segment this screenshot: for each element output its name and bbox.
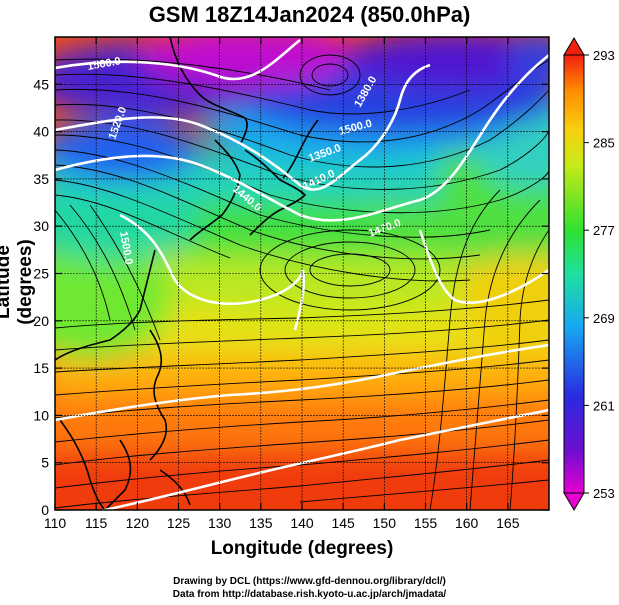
colorbar-tick-label: 293 [593,48,615,63]
contour-label: 1560.0 [86,55,121,73]
colorbar-bottom-arrow [563,492,585,511]
y-tick-label: 15 [33,360,49,376]
x-tick-label: 165 [496,515,520,531]
y-tick-label: 45 [33,76,49,92]
x-tick-label: 145 [331,515,355,531]
credit-data: Data from http://database.rish.kyoto-u.a… [172,589,447,600]
colorbar-tick-label: 277 [593,223,615,238]
x-tick-label: 130 [208,515,232,531]
colorbar-tick-label: 285 [593,136,615,151]
x-axis-label: Longitude (degrees) [210,538,394,559]
x-axis-ticks: 110 115 120 125 130 135 140 145 150 155 160 165 [44,37,520,531]
x-tick-label: 160 [455,515,479,531]
x-tick-label: 140 [290,515,314,531]
y-tick-label: 0 [41,502,49,518]
y-tick-label: 40 [33,124,49,140]
x-tick-label: 125 [167,515,191,531]
x-tick-label: 110 [44,515,67,531]
colorbar-tick-label: 253 [593,486,615,501]
y-axis-label: Latitude (degrees) [0,239,36,325]
y-tick-label: 20 [33,313,49,329]
x-tick-label: 120 [126,515,150,531]
x-tick-label: 115 [85,515,108,531]
streamlines [55,54,549,510]
y-tick-label: 35 [33,171,49,187]
gridlines [54,36,550,511]
colorbar-tick-label: 269 [593,311,615,326]
page-title: GSM 18Z14Jan2024 (850.0hPa) [148,2,471,27]
y-tick-label: 25 [33,266,49,282]
y-axis-ticks: 0 5 10 15 20 25 30 35 40 45 [33,76,549,518]
y-tick-label: 30 [33,218,49,234]
colorbar-top-arrow [563,37,585,56]
x-tick-label: 155 [414,515,438,531]
colorbar: 253 261 269 277 285 293 [563,37,615,511]
y-tick-label: 10 [33,407,49,423]
x-tick-label: 135 [249,515,273,531]
colorbar-tick-label: 261 [593,398,615,413]
contour-label: 1500.0 [117,230,135,265]
x-tick-label: 150 [373,515,397,531]
colorbar-gradient [563,54,585,494]
credit-drawing: Drawing by DCL (https://www.gfd-dennou.o… [173,576,446,587]
coastlines [55,37,319,510]
y-tick-label: 5 [41,455,49,471]
height-contours [55,38,549,510]
